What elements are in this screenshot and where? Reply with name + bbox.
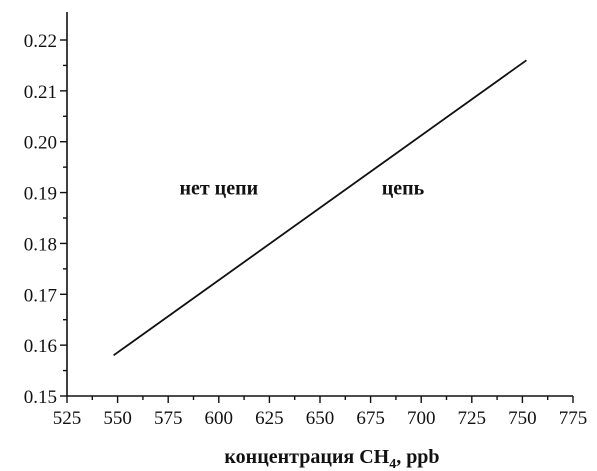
y-tick-label-0.20: 0.20 — [24, 133, 57, 154]
region-label-0: нет цепи — [179, 177, 258, 199]
x-axis-title-unit: , ppb — [396, 446, 439, 468]
y-axis-ticks: 0.15 0.16 0.17 0.18 0.19 0.20 0.21 0.22 — [24, 31, 67, 408]
x-tick-label-625: 625 — [255, 408, 284, 429]
y-tick-label-0.21: 0.21 — [24, 82, 57, 103]
y-tick-label-0.16: 0.16 — [24, 336, 57, 357]
y-tick-label-0.17: 0.17 — [24, 285, 57, 306]
x-axis-title: концентрация CH4, ppb — [224, 446, 439, 471]
x-axis-title-subscript: 4 — [389, 457, 396, 471]
x-axis-ticks: 525 550 575 600 625 650 675 700 725 750 775 — [53, 396, 588, 429]
x-tick-label-650: 650 — [306, 408, 335, 429]
x-tick-label-525: 525 — [53, 408, 82, 429]
axes — [66, 12, 573, 397]
x-tick-label-725: 725 — [458, 408, 487, 429]
x-tick-label-775: 775 — [559, 408, 588, 429]
x-tick-label-700: 700 — [407, 408, 436, 429]
series-group — [113, 59, 527, 357]
x-tick-label-750: 750 — [508, 408, 537, 429]
region-label-1: цепь — [382, 177, 425, 199]
x-axis-title-main: концентрация CH — [224, 446, 389, 468]
x-tick-label-600: 600 — [205, 408, 234, 429]
y-tick-label-0.22: 0.22 — [24, 31, 57, 52]
y-tick-label-0.19: 0.19 — [24, 184, 57, 205]
series-line-0 — [113, 59, 527, 357]
x-tick-label-675: 675 — [356, 408, 385, 429]
x-tick-label-550: 550 — [103, 408, 132, 429]
x-tick-label-575: 575 — [154, 408, 183, 429]
y-tick-label-0.18: 0.18 — [24, 234, 57, 255]
annotations: нет цепи цепь — [179, 177, 424, 199]
y-tick-label-0.15: 0.15 — [24, 387, 57, 408]
